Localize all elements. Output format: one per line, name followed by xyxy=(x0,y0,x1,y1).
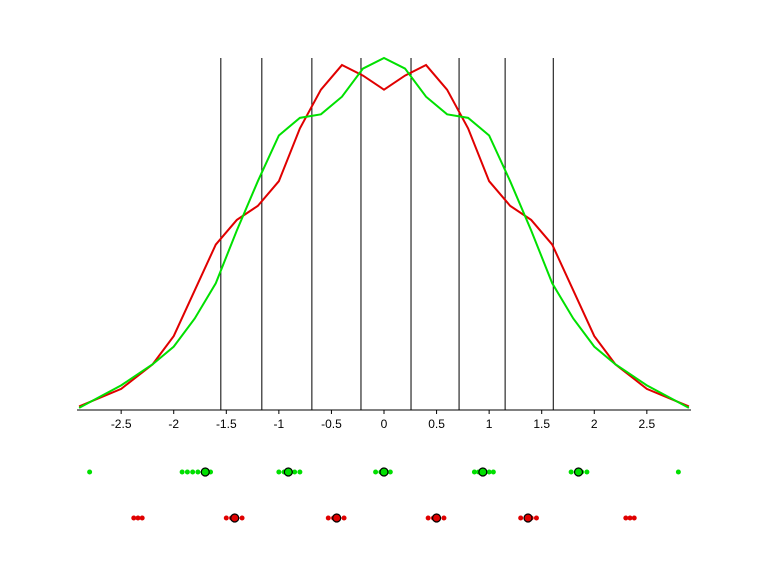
dot xyxy=(490,469,496,475)
dot xyxy=(135,515,141,521)
x-tick-label: -1 xyxy=(274,417,285,431)
x-tick-label: -1.5 xyxy=(216,417,237,431)
dot xyxy=(471,469,477,475)
dot xyxy=(184,469,190,475)
dot xyxy=(325,515,331,521)
center-dot xyxy=(379,467,389,477)
dot xyxy=(631,515,637,521)
dot xyxy=(387,469,393,475)
dot xyxy=(139,515,145,521)
dot xyxy=(584,469,590,475)
dot xyxy=(425,515,431,521)
dot xyxy=(518,515,524,521)
dot xyxy=(486,469,492,475)
dot xyxy=(239,515,245,521)
dot xyxy=(623,515,629,521)
center-dot xyxy=(200,467,210,477)
x-tick-label: 1 xyxy=(486,417,493,431)
dot xyxy=(87,469,93,475)
x-tick-label: -2 xyxy=(168,417,179,431)
center-dot xyxy=(332,513,342,523)
center-dot xyxy=(523,513,533,523)
x-tick-label: 0.5 xyxy=(428,417,445,431)
center-dot xyxy=(230,513,240,523)
dot xyxy=(568,469,574,475)
center-dot xyxy=(431,513,442,523)
x-tick-label: -0.5 xyxy=(321,417,342,431)
x-tick-label: 2 xyxy=(591,417,598,431)
dot xyxy=(179,469,185,475)
dot xyxy=(131,515,137,521)
dot xyxy=(190,469,196,475)
dot xyxy=(223,515,229,521)
x-tick-label: -2.5 xyxy=(111,417,132,431)
dot xyxy=(292,469,298,475)
dot xyxy=(297,469,303,475)
dot xyxy=(627,515,633,521)
x-tick-label: 2.5 xyxy=(638,417,655,431)
center-dot xyxy=(478,467,488,477)
dot xyxy=(276,469,282,475)
x-tick-label: 0 xyxy=(381,417,388,431)
dot xyxy=(195,469,201,475)
x-tick-label: 1.5 xyxy=(533,417,550,431)
center-dot xyxy=(573,467,584,477)
dot xyxy=(441,515,447,521)
center-dot xyxy=(283,467,293,477)
curve xyxy=(78,63,690,408)
dot xyxy=(675,469,681,475)
curve xyxy=(78,56,690,409)
dot xyxy=(533,515,539,521)
dot xyxy=(341,515,347,521)
dot xyxy=(373,469,379,475)
